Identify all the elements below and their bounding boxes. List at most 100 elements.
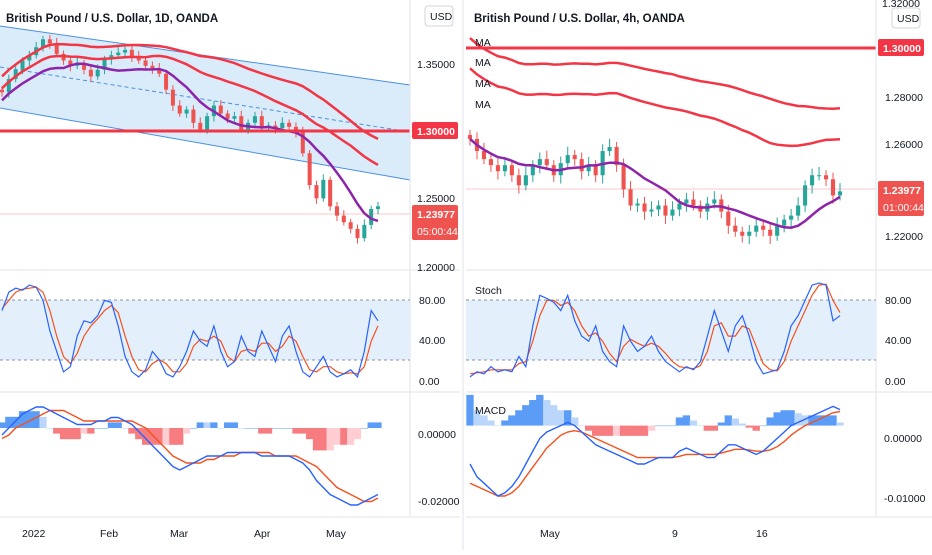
macd-histogram-bar <box>128 428 136 434</box>
candle-body <box>761 225 766 230</box>
candle-body <box>170 89 175 106</box>
macd-histogram-bar <box>598 425 607 436</box>
candle-body <box>375 206 381 209</box>
right-price-tick: 1.22000 <box>885 231 923 243</box>
candle-body <box>837 191 843 196</box>
right-stoch-pane[interactable] <box>466 282 876 378</box>
macd-histogram-bar <box>196 422 204 428</box>
left-time-tick: 2022 <box>22 528 46 540</box>
left-macd-lines <box>1 406 379 506</box>
macd-histogram-bar <box>529 400 537 426</box>
candle-body <box>607 147 612 152</box>
macd-histogram-bar <box>661 425 670 427</box>
right-currency-button[interactable] <box>891 7 921 29</box>
candle-body <box>649 209 654 212</box>
macd-histogram-bar <box>759 425 767 427</box>
candle-body <box>355 228 360 239</box>
macd-histogram-bar <box>605 425 614 436</box>
right-stoch-band <box>466 300 876 360</box>
macd-histogram-bar <box>155 428 163 445</box>
candle-body <box>593 165 598 176</box>
left-stoch-pane[interactable] <box>0 284 410 379</box>
moving-average-line <box>469 37 841 110</box>
right-time-tick: 9 <box>672 528 678 540</box>
candle-body <box>225 113 230 119</box>
macd-histogram-bar <box>522 405 530 426</box>
macd-histogram-bar <box>578 425 586 427</box>
right-macd-lines <box>469 405 841 497</box>
macd-histogram-bar <box>46 428 54 429</box>
left-hline-price-label: 1.30000 <box>417 126 455 138</box>
right-hline-price-badge <box>878 39 924 56</box>
macd-histogram-bar <box>668 425 677 427</box>
macd-line <box>469 405 841 497</box>
candle-body <box>803 185 808 206</box>
macd-histogram-bar <box>619 425 628 436</box>
macd-histogram-bar <box>135 428 143 440</box>
macd-histogram-bar <box>141 428 150 445</box>
candle-body <box>82 63 87 70</box>
candle-body <box>116 52 121 56</box>
stoch-k-line <box>1 284 379 379</box>
left-hline-price-badge <box>412 122 458 139</box>
moving-average-line <box>1 62 379 223</box>
macd-histogram-bar <box>353 428 362 440</box>
macd-histogram-bar <box>689 420 698 426</box>
macd-histogram-bar <box>251 428 259 429</box>
right-chart-title: British Pound / U.S. Dollar, 4h, OANDA <box>474 13 685 25</box>
right-countdown-label: 01:00:44 <box>883 202 924 214</box>
left-stoch-tick: 80.00 <box>419 295 445 307</box>
macd-histogram-bar <box>271 428 280 429</box>
right-price-pane[interactable] <box>466 37 876 245</box>
candle-body <box>184 109 189 114</box>
candle-body <box>143 60 148 66</box>
macd-histogram-bar <box>640 425 649 436</box>
candle-body <box>467 134 473 139</box>
macd-histogram-bar <box>25 411 33 428</box>
macd-histogram-bar <box>189 428 198 429</box>
candle-body <box>218 105 223 114</box>
left-moving-averages <box>1 42 379 223</box>
left-trend-channel <box>0 26 410 180</box>
macd-histogram-bar <box>550 405 558 426</box>
macd-histogram-bar <box>265 428 273 434</box>
macd-histogram-bar <box>12 416 20 428</box>
right-price-tick: 1.32000 <box>882 0 920 10</box>
macd-histogram-bar <box>374 422 382 428</box>
left-macd-pane[interactable] <box>0 406 382 506</box>
stoch-d-line <box>1 286 379 375</box>
candle-body <box>579 159 584 172</box>
candle-body <box>328 179 333 207</box>
candle-body <box>232 116 237 119</box>
candle-body <box>712 199 717 204</box>
left-time-tick: Mar <box>170 528 189 540</box>
macd-histogram-bar <box>39 416 47 428</box>
macd-histogram-bar <box>780 410 788 426</box>
candle-body <box>314 185 319 199</box>
candle-body <box>54 43 59 54</box>
left-chart-title: British Pound / U.S. Dollar, 1D, OANDA <box>6 13 218 25</box>
macd-histogram-bar <box>0 422 6 428</box>
candle-body <box>565 155 570 164</box>
macd-histogram-bar <box>808 415 816 426</box>
macd-histogram-bar <box>794 413 802 426</box>
macd-histogram-bar <box>745 425 753 428</box>
macd-histogram-bar <box>773 412 781 426</box>
candle-body <box>523 175 528 186</box>
candle-body <box>830 179 836 196</box>
right-ma-legend: MA <box>475 99 491 111</box>
candle-body <box>635 203 640 206</box>
right-macd-tick: -0.01000 <box>884 493 926 505</box>
candle-body <box>177 105 182 114</box>
macd-histogram-bar <box>326 428 334 451</box>
right-macd-pane[interactable] <box>466 394 844 497</box>
macd-histogram-bar <box>724 415 732 426</box>
left-price-pane[interactable] <box>0 25 411 244</box>
macd-histogram-bar <box>217 428 225 429</box>
macd-histogram-bar <box>162 428 170 445</box>
macd-line <box>1 406 379 506</box>
macd-signal-line <box>1 409 379 503</box>
left-currency-button[interactable] <box>424 5 454 27</box>
candle-body <box>628 189 633 206</box>
macd-histogram-bar <box>822 415 830 426</box>
